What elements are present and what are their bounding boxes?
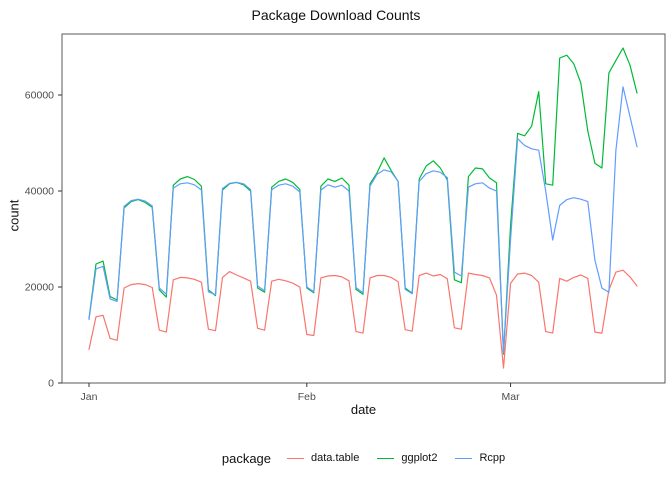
legend: package data.table ggplot2 Rcpp [62, 447, 665, 469]
x-tick-label: Mar [502, 391, 521, 403]
chart-title: Package Download Counts [251, 7, 421, 23]
legend-item-ggplot2: ggplot2 [377, 452, 437, 464]
legend-label-datatable: data.table [311, 452, 360, 464]
legend-item-rcpp: Rcpp [455, 452, 505, 464]
series-line-data.table [88, 269, 638, 369]
x-tick-label: Feb [298, 391, 316, 403]
legend-label-rcpp: Rcpp [479, 452, 506, 464]
y-tick-label: 0 [48, 378, 54, 390]
legend-title: package [221, 450, 272, 466]
x-tick-label: Jan [81, 391, 98, 403]
legend-key-line-datatable [287, 457, 305, 459]
legend-label-ggplot2: ggplot2 [401, 452, 438, 464]
y-tick-label: 60000 [25, 90, 54, 102]
y-axis-title: count [6, 199, 22, 232]
series-line-Rcpp [88, 86, 638, 354]
legend-item-datatable: data.table [287, 452, 359, 464]
y-tick-label: 40000 [25, 186, 54, 198]
series-line-ggplot2 [88, 47, 638, 355]
y-tick-label: 20000 [25, 282, 54, 294]
x-axis-title: date [350, 402, 377, 417]
legend-key-line-rcpp [455, 457, 473, 459]
legend-key-line-ggplot2 [377, 457, 395, 459]
